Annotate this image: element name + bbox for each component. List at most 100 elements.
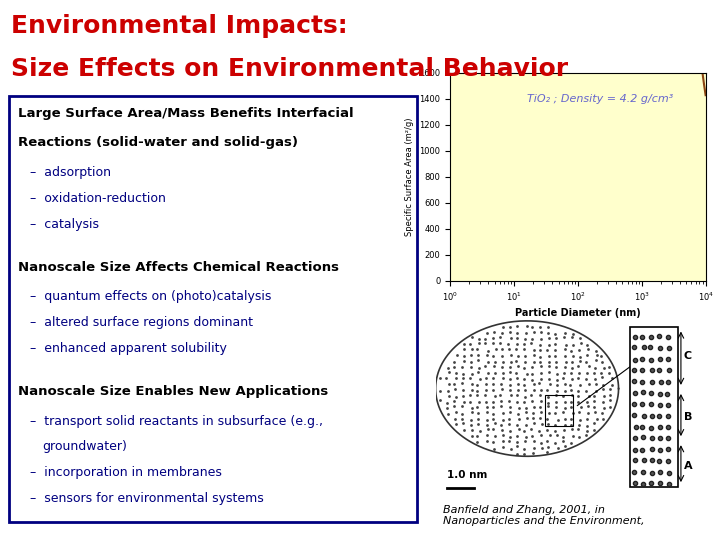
- Text: –  sensors for environmental systems: – sensors for environmental systems: [30, 492, 264, 505]
- Text: groundwater): groundwater): [42, 441, 127, 454]
- Point: [536, 327, 547, 336]
- Point: [472, 387, 483, 395]
- Text: –  quantum effects on (photo)catalysis: – quantum effects on (photo)catalysis: [30, 290, 271, 303]
- Point: [518, 449, 530, 458]
- Point: [518, 444, 530, 453]
- Point: [528, 449, 539, 457]
- Text: –  incorporation in membranes: – incorporation in membranes: [30, 467, 222, 480]
- Point: [472, 402, 483, 411]
- Point: [487, 352, 499, 361]
- Point: [505, 375, 516, 383]
- Point: [451, 408, 462, 416]
- Point: [489, 368, 500, 377]
- Point: [549, 420, 561, 429]
- Point: [497, 374, 508, 382]
- Point: [511, 390, 523, 399]
- Point: [567, 358, 578, 367]
- Point: [520, 433, 531, 441]
- Point: [589, 391, 600, 400]
- Point: [534, 322, 546, 331]
- Point: [557, 392, 568, 401]
- Point: [458, 352, 469, 361]
- Point: [490, 392, 501, 400]
- Point: [567, 329, 579, 338]
- Point: [487, 398, 498, 407]
- Point: [466, 351, 477, 360]
- Point: [535, 438, 546, 447]
- Point: [528, 414, 539, 423]
- Point: [487, 415, 499, 423]
- Point: [580, 358, 592, 367]
- Point: [544, 341, 555, 349]
- Point: [487, 380, 499, 388]
- Point: [511, 431, 523, 440]
- Point: [559, 415, 570, 423]
- Point: [550, 398, 562, 407]
- Point: [598, 381, 609, 389]
- Point: [542, 392, 554, 401]
- Point: [487, 424, 498, 433]
- Point: [521, 321, 532, 330]
- Point: [467, 404, 478, 413]
- Point: [497, 415, 508, 424]
- Point: [564, 380, 576, 389]
- Point: [505, 444, 517, 453]
- Point: [505, 357, 516, 366]
- Point: [482, 358, 494, 367]
- Point: [505, 322, 516, 331]
- Point: [518, 397, 530, 406]
- Point: [573, 345, 585, 354]
- Point: [534, 391, 546, 400]
- Point: [605, 384, 616, 393]
- Point: [582, 345, 593, 354]
- Point: [549, 427, 560, 435]
- Point: [590, 346, 602, 355]
- Point: [574, 421, 585, 429]
- Text: –  enhanced apparent solubility: – enhanced apparent solubility: [30, 342, 227, 355]
- Point: [583, 362, 595, 370]
- Point: [557, 437, 569, 445]
- Point: [448, 380, 459, 388]
- Point: [480, 339, 491, 347]
- Point: [543, 357, 554, 366]
- Point: [441, 403, 453, 412]
- Point: [574, 352, 585, 361]
- Point: [518, 381, 530, 389]
- Point: [534, 341, 545, 349]
- Point: [588, 369, 599, 377]
- Point: [559, 398, 571, 407]
- Point: [449, 357, 460, 366]
- Point: [541, 345, 553, 354]
- Point: [581, 427, 593, 435]
- Point: [542, 420, 554, 428]
- Point: [442, 363, 454, 372]
- Bar: [629, 327, 678, 487]
- Point: [480, 362, 491, 371]
- Point: [521, 370, 532, 379]
- Point: [597, 409, 608, 417]
- Point: [518, 375, 530, 383]
- Text: –  adsorption: – adsorption: [30, 166, 111, 179]
- Point: [552, 387, 563, 395]
- Point: [481, 328, 492, 337]
- Text: –  oxidation-reduction: – oxidation-reduction: [30, 192, 166, 205]
- Point: [456, 402, 468, 410]
- Point: [459, 340, 470, 348]
- Point: [513, 352, 524, 360]
- Point: [441, 398, 453, 407]
- Text: –  altered surface regions dominant: – altered surface regions dominant: [30, 316, 253, 329]
- Point: [465, 358, 477, 367]
- Point: [495, 421, 507, 430]
- Point: [519, 386, 531, 394]
- Point: [481, 415, 492, 424]
- Point: [598, 364, 610, 373]
- Point: [526, 375, 538, 384]
- Point: [466, 408, 477, 416]
- Point: [518, 340, 530, 348]
- Point: [565, 421, 577, 429]
- Point: [496, 385, 508, 394]
- Point: [543, 351, 554, 360]
- Point: [473, 397, 485, 406]
- Point: [464, 391, 475, 400]
- Point: [474, 339, 485, 348]
